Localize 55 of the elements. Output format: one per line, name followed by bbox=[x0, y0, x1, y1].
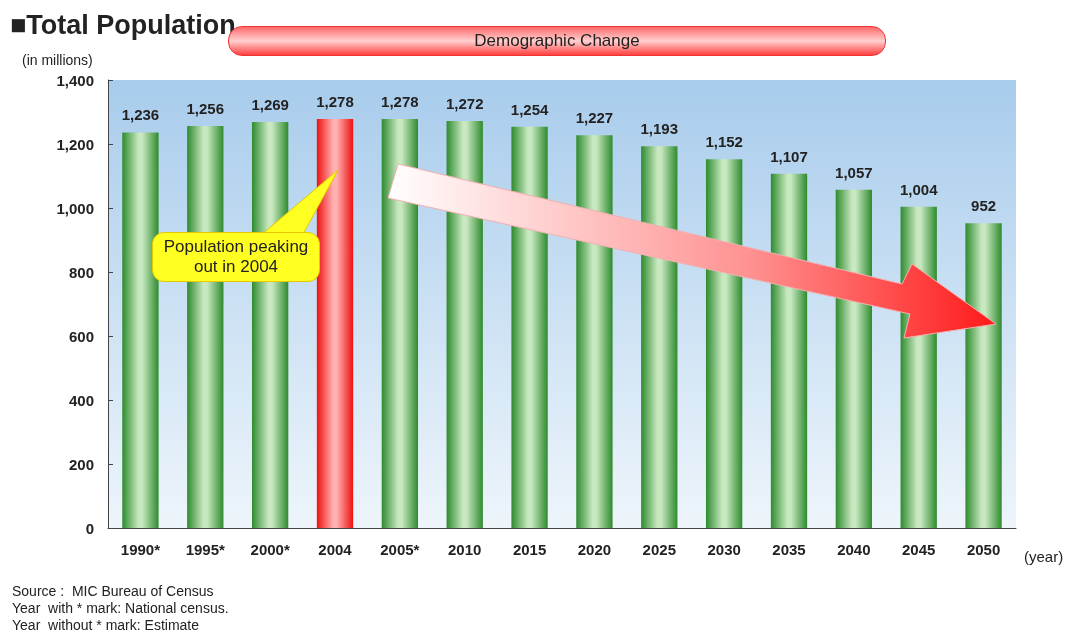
data-label: 1,278 bbox=[381, 93, 419, 111]
bar bbox=[770, 173, 808, 528]
x-tick-label: 2000* bbox=[250, 541, 290, 558]
bar bbox=[576, 135, 613, 528]
x-tick-label: 2010 bbox=[448, 541, 482, 558]
data-label: 1,057 bbox=[835, 163, 873, 181]
x-tick-label: 2005* bbox=[380, 541, 420, 558]
x-tick-label: 2030 bbox=[707, 541, 741, 558]
data-label: 1,256 bbox=[186, 100, 225, 118]
x-tick-label: 2015 bbox=[512, 541, 547, 558]
bar bbox=[381, 119, 419, 528]
bar bbox=[122, 132, 159, 528]
y-tick-label: 1,400 bbox=[56, 71, 94, 89]
y-tick-label: 200 bbox=[68, 455, 94, 473]
data-label: 1,152 bbox=[705, 133, 743, 151]
bar bbox=[641, 146, 678, 528]
data-label: 1,236 bbox=[121, 106, 160, 124]
x-tick-label: 2035 bbox=[772, 541, 806, 558]
data-label: 1,278 bbox=[316, 93, 354, 111]
data-label: 1,227 bbox=[575, 109, 614, 127]
bar bbox=[446, 120, 483, 528]
y-tick-label: 400 bbox=[68, 391, 94, 409]
data-label: 1,269 bbox=[251, 95, 289, 113]
y-tick-label: 1,000 bbox=[56, 199, 94, 217]
text: Year without * mark: Estimate bbox=[12, 617, 200, 633]
x-tick-label: 2025 bbox=[642, 541, 676, 558]
data-label: 952 bbox=[971, 197, 997, 215]
x-tick-label: 2004 bbox=[318, 541, 353, 558]
y-axis-title: (in millions) bbox=[22, 52, 93, 68]
y-tick-label: 1,200 bbox=[56, 135, 94, 153]
x-tick-label: 2020 bbox=[577, 541, 612, 558]
y-tick-label: 0 bbox=[85, 519, 94, 537]
x-axis-title: (year) bbox=[1024, 548, 1064, 565]
x-tick-label: 2045 bbox=[902, 541, 936, 558]
bar bbox=[705, 159, 743, 528]
y-tick-label: 600 bbox=[68, 327, 94, 345]
data-label: 1,193 bbox=[640, 120, 679, 138]
chart-subtitle: Demographic Change bbox=[474, 31, 640, 50]
x-tick-label: 1990* bbox=[120, 541, 161, 558]
y-tick-label: 800 bbox=[68, 263, 94, 281]
bar bbox=[965, 223, 1002, 528]
speech-bubble: Population peaking out in 2004 bbox=[152, 168, 340, 314]
bar bbox=[511, 126, 548, 528]
data-label: 1,107 bbox=[770, 147, 808, 165]
annotation: Population peaking out in 2004 bbox=[152, 232, 320, 282]
x-tick-label: 1995* bbox=[185, 541, 226, 558]
x-tick-label: 2050 bbox=[966, 541, 1001, 558]
bar bbox=[835, 189, 873, 528]
source-note: Source : MIC Bureau of Census bbox=[12, 583, 214, 599]
text: Year with * mark: National census. bbox=[12, 600, 229, 616]
data-label: 1,004 bbox=[899, 180, 939, 198]
chart-title: ■Total Population bbox=[10, 10, 236, 41]
x-tick-label: 2040 bbox=[837, 541, 871, 558]
data-label: 1,272 bbox=[445, 94, 484, 112]
data-label: 1,254 bbox=[510, 100, 549, 118]
